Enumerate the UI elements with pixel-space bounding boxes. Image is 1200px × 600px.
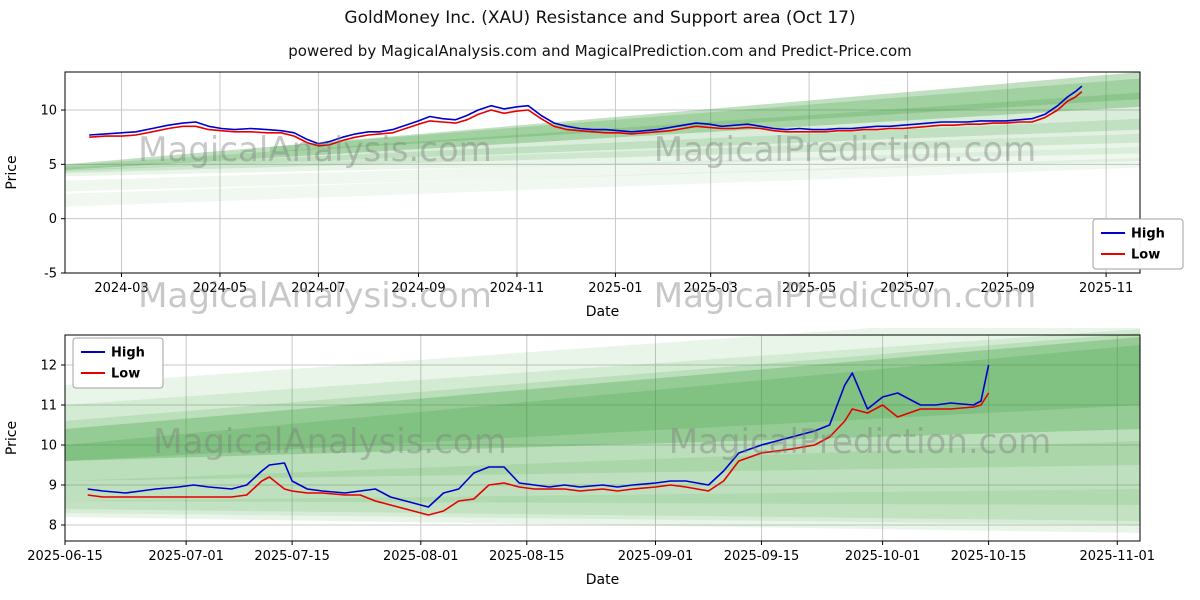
trend-band <box>65 345 1140 461</box>
trend-band <box>269 78 1140 153</box>
series-high-line <box>87 364 990 508</box>
x-tick-label: 2025-08-01 <box>383 549 459 564</box>
x-tick-label: 2025-07 <box>880 281 934 296</box>
x-tick-label: 2025-01 <box>588 281 642 296</box>
x-tick-label: 2024-11 <box>490 281 544 296</box>
trend-band <box>65 133 1140 177</box>
y-axis-label: Price <box>4 421 20 455</box>
trend-band <box>65 328 1140 533</box>
x-tick-label: 2025-07-01 <box>148 549 224 564</box>
x-tick-label: 2025-10-15 <box>951 549 1027 564</box>
trend-band <box>65 329 1140 505</box>
page-title: GoldMoney Inc. (XAU) Resistance and Supp… <box>344 8 856 28</box>
x-axis-label: Date <box>586 304 619 320</box>
x-tick-label: 2025-09-01 <box>618 549 694 564</box>
legend: High Low <box>72 337 164 389</box>
x-tick-label: 2024-05 <box>193 281 247 296</box>
support-resistance-bands <box>65 328 1140 533</box>
x-tick-label: 2025-05 <box>782 281 836 296</box>
legend: High Low <box>1092 218 1184 270</box>
y-tick-label: 5 <box>49 158 57 173</box>
trend-band <box>65 333 1140 481</box>
y-tick-label: 12 <box>40 359 57 374</box>
plot-border <box>64 334 1141 542</box>
x-tick-label: 2024-07 <box>291 281 345 296</box>
y-tick-label: 9 <box>49 479 57 494</box>
legend-label-low: Low <box>1131 248 1160 263</box>
bottom-price-chart: 2025-06-15 2025-07-01 2025-07-15 2025-08-01… <box>4 328 1155 588</box>
trend-band <box>65 118 1140 174</box>
trend-band <box>65 489 1140 525</box>
figure-subtitle: powered by MagicalAnalysis.com and Magic… <box>288 42 912 60</box>
y-tick-label: 0 <box>49 212 57 227</box>
x-tick-label: 2025-11-01 <box>1080 549 1156 564</box>
x-tick-label: 2025-09-15 <box>724 549 800 564</box>
x-tick-label: 2025-08-15 <box>489 549 565 564</box>
axis-ticks: 2025-06-15 2025-07-01 2025-07-15 2025-08-01… <box>27 359 1155 565</box>
x-tick-label: 2025-09 <box>980 281 1034 296</box>
y-tick-label: -5 <box>44 267 57 282</box>
x-tick-label: 2024-03 <box>94 281 148 296</box>
plot-border <box>64 71 1141 274</box>
legend-label-high: High <box>111 346 145 361</box>
x-tick-label: 2024-09 <box>391 281 445 296</box>
trend-band <box>65 441 1140 521</box>
top-price-chart: 2024-03 2024-05 2024-07 2024-09 2024-11 2025-… <box>4 71 1184 320</box>
y-tick-label: 10 <box>40 104 57 119</box>
x-tick-label: 2025-06-15 <box>27 549 103 564</box>
y-tick-label: 10 <box>40 439 57 454</box>
y-axis-label: Price <box>4 155 20 189</box>
x-tick-label: 2025-07-15 <box>254 549 330 564</box>
trend-band <box>65 146 1140 192</box>
trend-band <box>65 337 1140 461</box>
legend-label-high: High <box>1131 227 1165 242</box>
trend-band <box>65 157 1140 207</box>
x-tick-label: 2025-03 <box>683 281 737 296</box>
legend-label-low: Low <box>111 367 140 382</box>
y-tick-label: 11 <box>40 399 57 414</box>
axis-ticks: 2024-03 2024-05 2024-07 2024-09 2024-11 2025-… <box>40 104 1133 296</box>
series-high-line <box>89 85 1083 145</box>
x-axis-label: Date <box>586 572 619 588</box>
trend-band <box>65 72 1140 170</box>
series-low-line <box>87 392 990 516</box>
support-resistance-bands <box>65 72 1140 207</box>
series-low-line <box>89 90 1083 147</box>
x-tick-label: 2025-10-01 <box>845 549 921 564</box>
x-tick-label: 2025-11 <box>1079 281 1133 296</box>
y-tick-label: 8 <box>49 519 57 534</box>
